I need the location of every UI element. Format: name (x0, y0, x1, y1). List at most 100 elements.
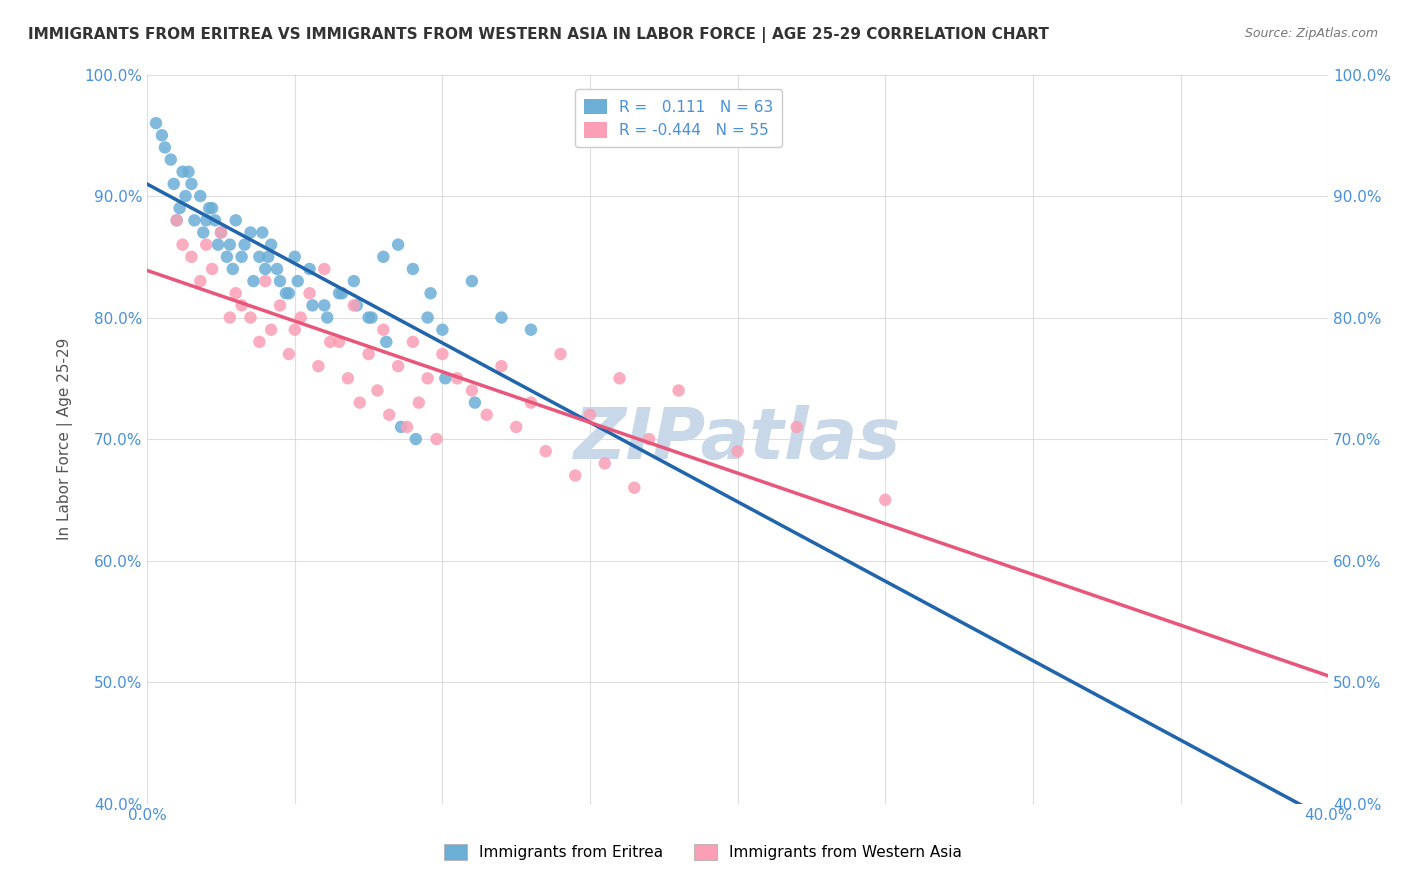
Point (419, 286, 441, 301)
Point (328, 286, 350, 301)
Point (446, 371, 468, 385)
Point (239, 310, 262, 325)
Point (269, 298, 291, 312)
Point (389, 420, 412, 434)
Point (172, 165, 194, 179)
Point (163, 177, 186, 191)
Point (166, 213, 188, 227)
Point (464, 395, 486, 409)
Point (378, 408, 401, 422)
Point (254, 262, 277, 277)
Point (269, 274, 291, 288)
Point (201, 201, 224, 215)
Point (201, 262, 224, 277)
Point (188, 189, 211, 203)
Point (402, 334, 425, 349)
Point (475, 408, 498, 422)
Point (432, 347, 454, 361)
Point (284, 250, 307, 264)
Point (298, 286, 321, 301)
Point (387, 359, 409, 373)
Point (198, 201, 221, 215)
Point (330, 286, 353, 301)
Point (357, 310, 380, 325)
Point (638, 432, 661, 446)
Point (461, 274, 484, 288)
Point (609, 371, 631, 385)
Point (209, 226, 232, 240)
Point (247, 334, 270, 349)
Point (153, 140, 176, 154)
Legend: Immigrants from Eritrea, Immigrants from Western Asia: Immigrants from Eritrea, Immigrants from… (439, 838, 967, 866)
Point (416, 371, 439, 385)
Point (209, 226, 232, 240)
Point (786, 420, 808, 434)
Point (180, 250, 202, 264)
Point (461, 384, 484, 398)
Point (172, 237, 194, 252)
Point (298, 262, 321, 277)
Point (408, 395, 430, 409)
Point (225, 286, 247, 301)
Point (336, 371, 359, 385)
Point (375, 334, 398, 349)
Point (343, 298, 366, 312)
Point (593, 456, 616, 470)
Point (195, 237, 218, 252)
Point (349, 395, 371, 409)
Point (274, 286, 297, 301)
Point (260, 323, 283, 337)
Point (564, 468, 586, 483)
Point (366, 384, 388, 398)
Point (328, 334, 350, 349)
Point (875, 492, 897, 507)
Text: IMMIGRANTS FROM ERITREA VS IMMIGRANTS FROM WESTERN ASIA IN LABOR FORCE | AGE 25-: IMMIGRANTS FROM ERITREA VS IMMIGRANTS FR… (28, 27, 1049, 43)
Point (188, 274, 211, 288)
Point (166, 213, 188, 227)
Point (520, 395, 543, 409)
Point (150, 128, 173, 143)
Point (257, 250, 280, 264)
Point (405, 432, 427, 446)
Point (183, 213, 205, 227)
Point (260, 237, 283, 252)
Point (668, 384, 690, 398)
Point (277, 347, 299, 361)
Point (416, 310, 439, 325)
Point (623, 481, 645, 495)
Point (360, 310, 382, 325)
Point (284, 323, 307, 337)
Point (145, 116, 167, 130)
Point (346, 298, 368, 312)
Point (534, 444, 557, 458)
Point (402, 262, 425, 277)
Point (314, 298, 336, 312)
Legend: R =   0.111   N = 63, R = -0.444   N = 55: R = 0.111 N = 63, R = -0.444 N = 55 (575, 89, 783, 147)
Point (218, 310, 240, 325)
Point (307, 359, 329, 373)
Point (579, 408, 602, 422)
Point (207, 237, 229, 252)
Point (252, 226, 274, 240)
Point (395, 420, 418, 434)
Point (218, 237, 240, 252)
Y-axis label: In Labor Force | Age 25-29: In Labor Force | Age 25-29 (58, 338, 73, 541)
Point (233, 237, 256, 252)
Point (215, 250, 238, 264)
Point (550, 347, 572, 361)
Text: ZIPatlas: ZIPatlas (574, 405, 901, 474)
Point (159, 153, 181, 167)
Point (425, 432, 447, 446)
Point (343, 274, 366, 288)
Point (180, 177, 202, 191)
Point (387, 237, 409, 252)
Point (247, 250, 270, 264)
Point (373, 250, 395, 264)
Point (290, 310, 312, 325)
Point (225, 213, 247, 227)
Point (434, 371, 457, 385)
Point (177, 165, 200, 179)
Point (319, 334, 342, 349)
Point (193, 226, 215, 240)
Point (195, 213, 218, 227)
